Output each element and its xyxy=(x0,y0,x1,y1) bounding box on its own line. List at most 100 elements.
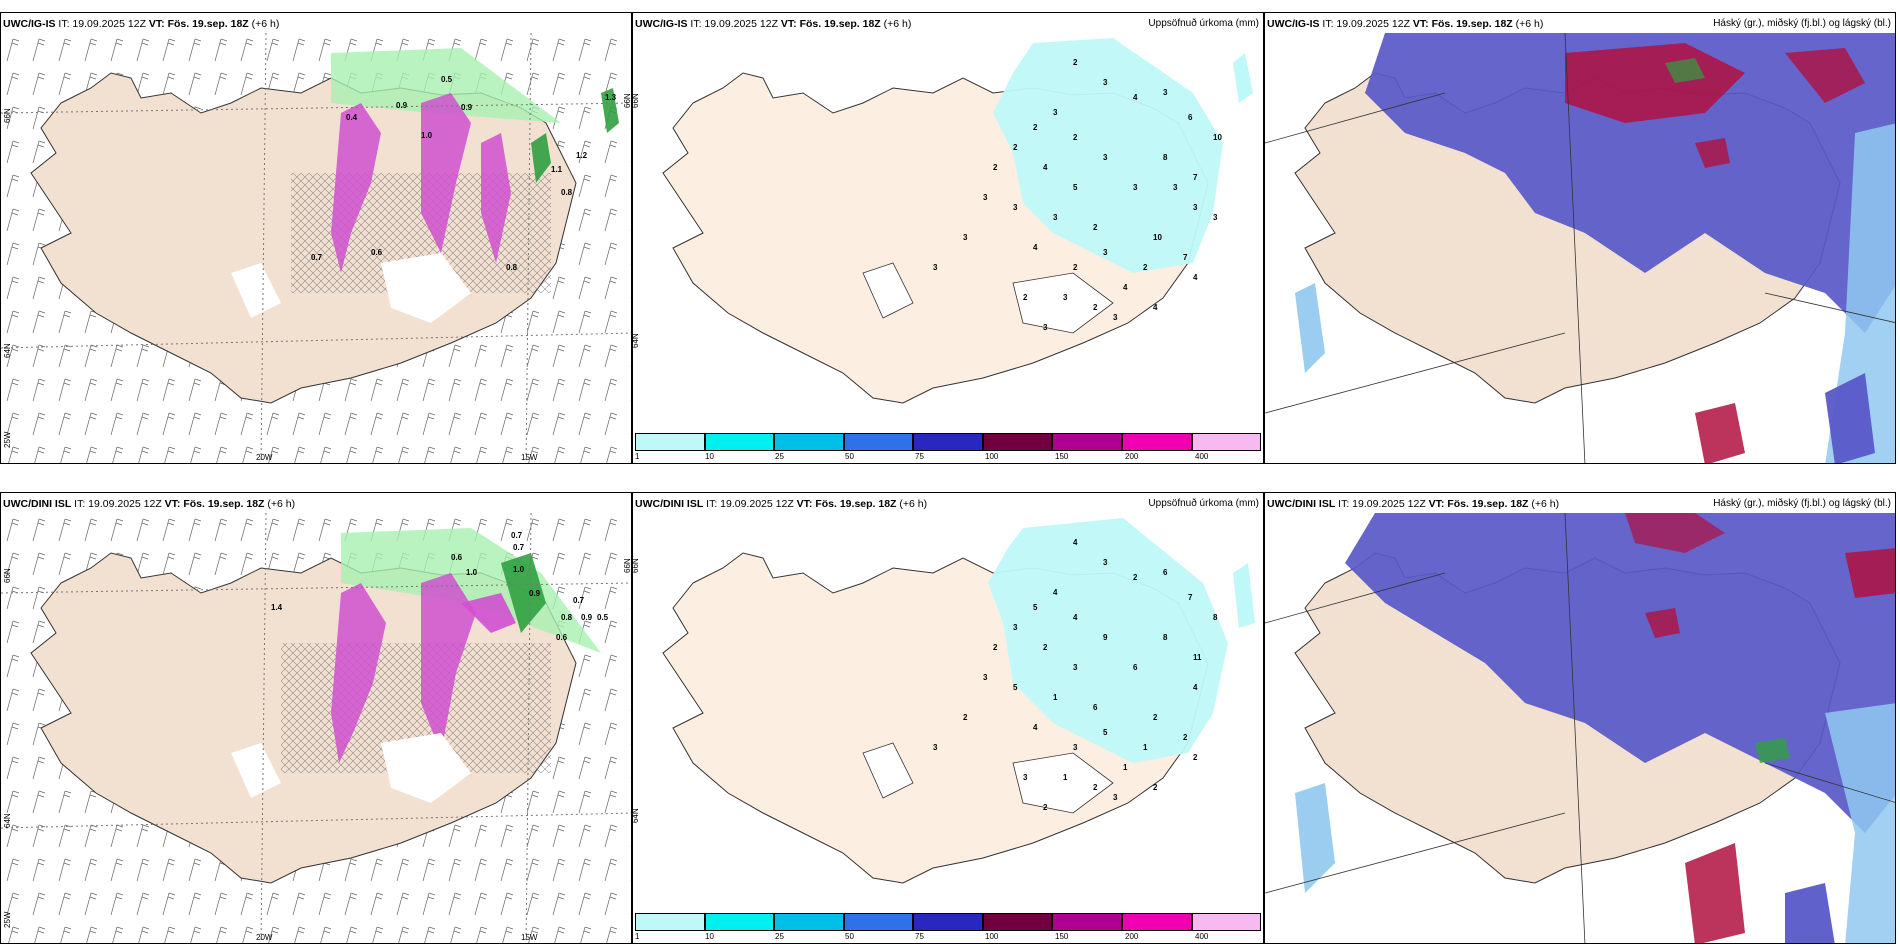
colorbar-swatch xyxy=(982,433,1053,451)
precip-value: 11 xyxy=(1193,653,1202,662)
precip-value: 3 xyxy=(983,673,988,682)
colorbar-swatch xyxy=(635,913,705,931)
precip-blob xyxy=(421,93,471,253)
wind-value: 0.7 xyxy=(311,253,323,262)
wind-value: 0.5 xyxy=(597,613,609,622)
wind-value: 1.0 xyxy=(513,565,525,574)
precip-value: 2 xyxy=(1133,573,1138,582)
wind-value: 0.6 xyxy=(556,633,568,642)
wind-value: 0.8 xyxy=(506,263,518,272)
precip-value: 2 xyxy=(1093,223,1098,232)
precip-blob xyxy=(331,583,386,763)
precip-value: 4 xyxy=(1123,283,1128,292)
cloud-low xyxy=(1825,703,1895,943)
colorbar-ticks: 1 10 25 50 75 100 150 200 400 xyxy=(635,452,1261,462)
colorbar-tick: 150 xyxy=(1055,452,1069,461)
lat-64-label: 64N xyxy=(632,333,640,348)
precip-value: 4 xyxy=(1073,613,1078,622)
precip-value: 4 xyxy=(1053,588,1058,597)
wind-value: 1.1 xyxy=(551,165,563,174)
precip-value: 2 xyxy=(1073,58,1078,67)
cloud-red xyxy=(1565,43,1745,123)
precip-value: 3 xyxy=(1043,323,1048,332)
colorbar-swatch xyxy=(1052,433,1122,451)
wind-value: 0.9 xyxy=(581,613,593,622)
precip-value: 3 xyxy=(1103,558,1108,567)
cloud-low xyxy=(1825,123,1895,463)
lon-25-label: 25W xyxy=(3,911,12,928)
precip-value: 3 xyxy=(1073,663,1078,672)
colorbar-tick: 400 xyxy=(1195,932,1209,941)
precip-value: 4 xyxy=(1033,723,1038,732)
panel-title: UWC/DINI ISL IT: 19.09.2025 12Z VT: Fös.… xyxy=(3,498,296,510)
colorbar-tick: 100 xyxy=(985,932,999,941)
colorbar-tick: 75 xyxy=(915,452,924,461)
colorbar-tick: 200 xyxy=(1125,932,1139,941)
precip-value: 8 xyxy=(1163,153,1168,162)
precip-value: 2 xyxy=(993,643,998,652)
colorbar-ticks: 1 10 25 50 75 100 150 200 400 xyxy=(635,932,1261,942)
panel-precip-row1: UWC/IG-IS IT: 19.09.2025 12Z VT: Fös. 19… xyxy=(632,12,1264,464)
colorbar-swatch xyxy=(774,913,844,931)
colorbar-tick: 200 xyxy=(1125,452,1139,461)
precip-value: 2 xyxy=(1043,643,1048,652)
panel-wind-row1: UWC/IG-IS IT: 19.09.2025 12Z VT: Fös. 19… xyxy=(0,12,632,464)
precip-area xyxy=(988,518,1228,763)
precip-value: 2 xyxy=(1043,803,1048,812)
colorbar-swatch xyxy=(843,433,914,451)
wind-value: 1.0 xyxy=(421,131,433,140)
cloud-high xyxy=(1365,33,1895,333)
iceland-precip-map xyxy=(662,38,1253,404)
precip-value: 2 xyxy=(1073,133,1078,142)
wind-value: 0.8 xyxy=(561,188,573,197)
precip-value: 10 xyxy=(1153,233,1162,242)
wind-value: 0.5 xyxy=(441,75,453,84)
precip-value: 3 xyxy=(1063,293,1068,302)
iceland-cloud-map xyxy=(1265,513,1895,943)
precip-value: 4 xyxy=(1073,538,1078,547)
wind-value: 1.4 xyxy=(271,603,283,612)
lat-66-label: 66N xyxy=(3,568,12,583)
precip-value: 3 xyxy=(1163,88,1168,97)
precip-value: 1 xyxy=(1123,763,1128,772)
precip-value: 2 xyxy=(1073,263,1078,272)
precip-value: 3 xyxy=(1173,183,1178,192)
precip-value: 7 xyxy=(1183,253,1188,262)
lat-66-label: 66N xyxy=(632,93,640,108)
iceland-wind-map xyxy=(1,33,631,463)
lat-64-label: 64N xyxy=(3,813,12,828)
precip-value: 2 xyxy=(1193,753,1198,762)
wind-value: 0.7 xyxy=(511,531,523,540)
precip-value: 3 xyxy=(1013,623,1018,632)
panel-title: UWC/IG-IS IT: 19.09.2025 12Z VT: Fös. 19… xyxy=(635,18,912,30)
wind-value: 0.6 xyxy=(451,553,463,562)
precip-value: 5 xyxy=(1103,728,1108,737)
precip-value: 5 xyxy=(1013,683,1018,692)
precip-value: 4 xyxy=(1193,683,1198,692)
precip-colorbar xyxy=(635,433,1262,451)
wind-value: 0.9 xyxy=(461,103,473,112)
colorbar-swatch xyxy=(913,913,983,931)
colorbar-tick: 25 xyxy=(775,932,784,941)
precip-value: 9 xyxy=(1103,633,1108,642)
colorbar-tick: 150 xyxy=(1055,932,1069,941)
precip-value: 3 xyxy=(963,233,968,242)
lat-64-label: 64N xyxy=(632,808,640,823)
wind-value: 0.9 xyxy=(529,589,541,598)
colorbar-swatch xyxy=(913,433,983,451)
precip-value: 4 xyxy=(1033,243,1038,252)
precip-value: 2 xyxy=(1143,263,1148,272)
precip-value: 7 xyxy=(1188,593,1193,602)
panel-cloud-row2: UWC/DINI ISL IT: 19.09.2025 12Z VT: Fös.… xyxy=(1264,492,1896,944)
panel-cloud-row1: UWC/IG-IS IT: 19.09.2025 12Z VT: Fös. 19… xyxy=(1264,12,1896,464)
precip-value: 3 xyxy=(933,743,938,752)
colorbar-tick: 50 xyxy=(845,932,854,941)
precip-title: Uppsöfnuð úrkoma (mm) xyxy=(1148,498,1259,509)
precip-value: 3 xyxy=(1053,108,1058,117)
lon-15-label: 15W xyxy=(521,453,538,462)
precip-value: 1 xyxy=(1143,743,1148,752)
colorbar-swatch xyxy=(635,433,705,451)
colorbar-swatch xyxy=(1121,433,1192,451)
precip-value: 3 xyxy=(1213,213,1218,222)
iceland-cloud-map xyxy=(1265,33,1895,463)
